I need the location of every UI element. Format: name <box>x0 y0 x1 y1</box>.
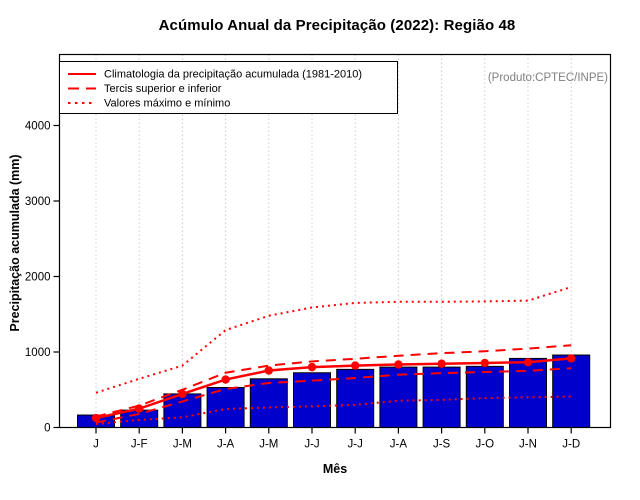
climatologia-point <box>135 404 144 413</box>
minimo-line <box>95 395 572 426</box>
x-axis-tick-label: J-F <box>131 439 148 451</box>
bar <box>249 378 288 428</box>
x-axis-tick-label: J-J <box>304 439 319 451</box>
x-axis-tick-label: J-O <box>476 439 495 451</box>
climatologia-point <box>523 357 533 367</box>
bar <box>422 366 461 429</box>
watermark-label: (Produto:CPTEC/INPE) <box>487 72 608 84</box>
bar <box>509 357 547 429</box>
bar <box>552 354 591 428</box>
x-axis-tick-label: J-N <box>519 439 537 451</box>
legend-item-label: Valores máximo e mínimo <box>104 98 230 110</box>
x-axis-title: Mês <box>322 462 348 476</box>
y-axis-tick-label: 3000 <box>25 196 51 208</box>
y-axis-tick-label: 2000 <box>25 272 51 284</box>
climatologia-point <box>221 375 230 384</box>
bar <box>465 365 504 428</box>
climatologia-point <box>567 354 576 363</box>
climatologia-point <box>264 366 273 375</box>
chart-title: Acúmulo Anual da Precipitação (2022): Re… <box>158 17 516 34</box>
y-axis-tick-label: 0 <box>44 423 50 435</box>
y-axis-title: Precipitação acumulada (mm) <box>8 154 22 332</box>
y-axis-tick-label: 4000 <box>25 121 51 133</box>
y-axis-tick-label: 1000 <box>25 347 51 359</box>
x-axis-tick-label: J-J <box>348 439 363 451</box>
legend-item-label: Climatologia da precipitação acumulada (… <box>104 69 362 81</box>
x-axis-tick-label: J-S <box>433 439 451 451</box>
x-axis-tick-label: J-D <box>562 439 580 451</box>
climatologia-point <box>178 389 187 399</box>
x-axis-tick-label: J-A <box>217 439 235 451</box>
x-axis-tick-label: J-M <box>173 439 192 451</box>
climatologia-point <box>351 361 360 370</box>
tercil-inferior-line <box>95 367 572 424</box>
x-axis-tick-label: J <box>93 439 99 451</box>
plot-border <box>58 53 612 429</box>
climatologia-point <box>91 413 101 423</box>
climatologia-point <box>307 362 317 372</box>
climatologia-point <box>394 360 403 369</box>
tercil-superior-line <box>95 344 572 418</box>
legend-item-label: Tercis superior e inferior <box>104 83 222 95</box>
climatologia-line <box>95 357 572 420</box>
climatologia-point <box>437 359 446 368</box>
x-axis-tick-label: J-M <box>259 439 278 451</box>
climatologia-point <box>480 358 489 368</box>
bar <box>206 386 245 428</box>
x-axis-tick-label: J-A <box>390 439 408 451</box>
bar <box>163 393 202 428</box>
legend-box <box>59 61 398 114</box>
